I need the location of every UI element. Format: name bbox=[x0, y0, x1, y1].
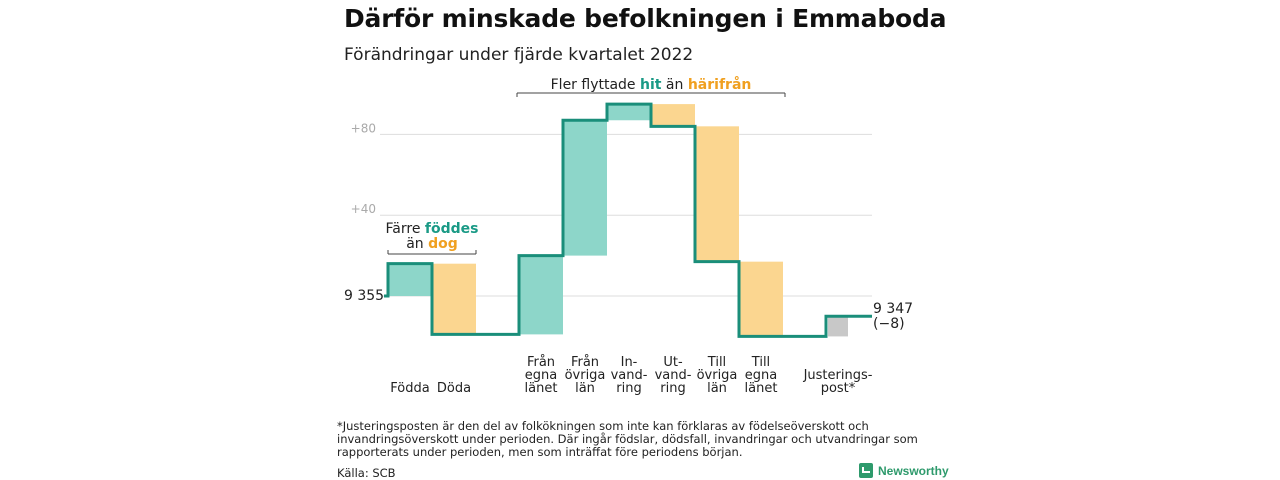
bar-0 bbox=[388, 263, 432, 296]
bar-7 bbox=[739, 261, 783, 337]
category-label-8-0: Justerings- bbox=[803, 368, 873, 383]
category-label-6-1: övriga bbox=[697, 368, 738, 383]
start-value-label: 9 355 bbox=[344, 288, 384, 304]
category-label-4-0: In- bbox=[621, 355, 638, 370]
migration-annotation-highlight-out: härifrån bbox=[688, 76, 752, 93]
y-tick-label-0: +40 bbox=[351, 202, 376, 216]
births-annotation-line2: än dog bbox=[406, 236, 458, 252]
births-annotation-line1: Färre föddes bbox=[386, 221, 479, 237]
category-label-6-2: län bbox=[707, 381, 727, 396]
category-label-1-0: Döda bbox=[437, 381, 471, 396]
bar-6 bbox=[695, 126, 739, 262]
births-annotation-highlight-in: föddes bbox=[425, 221, 479, 237]
bar-8 bbox=[828, 316, 848, 337]
category-label-2-0: Från bbox=[527, 355, 555, 370]
bar-3 bbox=[563, 120, 607, 256]
category-label-3-0: Från bbox=[571, 355, 599, 370]
brand-name: Newsworthy bbox=[878, 463, 949, 478]
end-value-label: 9 347 bbox=[873, 301, 913, 317]
category-label-5-1: vand- bbox=[655, 368, 692, 383]
brand-logo[interactable]: Newsworthy bbox=[859, 463, 949, 478]
source-label: Källa: SCB bbox=[337, 466, 396, 480]
bar-4 bbox=[607, 104, 651, 121]
migration-annotation: Fler flyttade hit än härifrån bbox=[551, 76, 752, 93]
bar-5 bbox=[651, 104, 695, 127]
cumulative-step-line bbox=[384, 102, 872, 338]
births-annotation-line2-prefix: än bbox=[406, 236, 428, 252]
category-label-7-1: egna bbox=[745, 368, 777, 383]
category-label-5-0: Ut- bbox=[663, 355, 683, 370]
category-label-4-2: ring bbox=[616, 381, 641, 396]
y-tick-label-1: +80 bbox=[351, 121, 376, 135]
births-annotation-highlight-out: dog bbox=[428, 236, 458, 252]
footnote: *Justeringsposten är den del av folkökni… bbox=[337, 419, 918, 459]
migration-annotation-mid: än bbox=[661, 77, 687, 93]
category-label-0-0: Födda bbox=[390, 381, 429, 396]
bar-1 bbox=[432, 263, 476, 335]
category-label-6-0: Till bbox=[707, 355, 726, 370]
chart-subtitle: Förändringar under fjärde kvartalet 2022 bbox=[344, 45, 694, 65]
end-change-label: (−8) bbox=[873, 316, 905, 332]
category-label-7-0: Till bbox=[751, 355, 770, 370]
bar-2 bbox=[519, 255, 563, 335]
category-label-2-1: egna bbox=[525, 368, 557, 383]
category-label-3-2: län bbox=[575, 381, 595, 396]
category-label-8-1: post* bbox=[821, 381, 856, 396]
births-annotation-prefix: Färre bbox=[386, 221, 425, 237]
category-label-4-1: vand- bbox=[611, 368, 648, 383]
newsworthy-logo-icon bbox=[859, 463, 873, 478]
migration-annotation-highlight-in: hit bbox=[640, 77, 662, 93]
category-label-7-2: länet bbox=[745, 381, 778, 396]
migration-annotation-prefix: Fler flyttade bbox=[551, 77, 640, 93]
category-label-3-1: övriga bbox=[565, 368, 606, 383]
chart-title: Därför minskade befolkningen i Emmaboda bbox=[344, 4, 947, 33]
category-label-5-2: ring bbox=[660, 381, 685, 396]
category-label-2-2: länet bbox=[525, 381, 558, 396]
